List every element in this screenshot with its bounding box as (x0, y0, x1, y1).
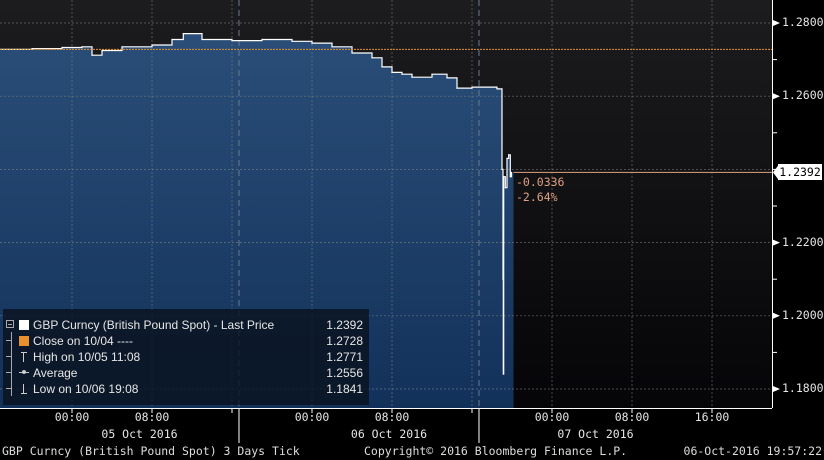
x-axis-area (0, 408, 824, 443)
legend-label: Low on 10/06 19:08 (33, 382, 139, 396)
price-point (456, 87, 458, 89)
price-change: -0.0336 (516, 175, 565, 189)
price-point (311, 42, 313, 44)
legend-value: 1.2771 (326, 350, 363, 364)
footer-timestamp: 06-Oct-2016 19:57:22 (683, 444, 822, 458)
price-point (502, 373, 504, 375)
y-tick-label: 1.2200 (782, 234, 824, 249)
x-tick-label: 08:00 (614, 410, 650, 424)
price-point (508, 154, 510, 156)
price-point (501, 168, 503, 170)
price-change-percent: -2.64% (516, 190, 558, 204)
x-tick-label: 16:00 (694, 410, 730, 424)
price-point (331, 46, 333, 48)
tree-branch-icon (6, 340, 12, 341)
x-tick-label: 08:00 (134, 410, 170, 424)
price-point (496, 88, 498, 90)
legend-value: 1.2556 (326, 366, 363, 380)
y-tick-arrow (773, 20, 780, 26)
price-point (61, 46, 63, 49)
tree-branch-icon (6, 372, 12, 373)
collapse-icon[interactable] (6, 320, 14, 328)
legend-value: 1.1841 (326, 382, 363, 396)
price-point (171, 38, 173, 41)
legend-label: GBP Curncy (British Pound Spot) - Last P… (33, 318, 275, 332)
price-point (81, 46, 83, 48)
price-point (471, 86, 473, 88)
price-point (371, 57, 373, 59)
footer: GBP Curncy (British Pound Spot) 3 Days T… (0, 443, 824, 460)
legend-item-last-price[interactable]: GBP Curncy (British Pound Spot) - Last P… (6, 317, 363, 333)
legend-value: 1.2728 (326, 334, 363, 348)
price-point (231, 39, 233, 42)
price-point (351, 52, 353, 54)
legend-item-close[interactable]: Close on 10/04 ---- 1.2728 (6, 333, 363, 349)
x-tick-label: 00:00 (534, 410, 570, 424)
price-point (510, 171, 513, 173)
price-point (261, 38, 263, 41)
price-point (401, 73, 403, 75)
x-tick-label: 08:00 (374, 410, 410, 424)
price-point (411, 76, 413, 78)
white-square-icon (19, 320, 29, 330)
price-point (291, 40, 293, 42)
price-point (431, 73, 433, 75)
price-point (446, 77, 448, 79)
legend-item-average[interactable]: Average 1.2556 (6, 365, 363, 381)
tree-branch-icon (6, 356, 12, 357)
y-axis-area (772, 0, 824, 443)
y-tick-arrow (773, 386, 780, 392)
x-day-label: 05 Oct 2016 (101, 427, 178, 441)
y-tick-arrow (773, 93, 780, 100)
price-point (182, 33, 184, 35)
legend-label: Close on 10/04 ---- (33, 334, 134, 348)
x-tick-label: 00:00 (54, 410, 90, 424)
legend-label: Average (33, 366, 78, 380)
low-marker-icon (19, 383, 29, 395)
y-tick-label: 1.2000 (782, 307, 824, 322)
price-point (91, 54, 93, 56)
legend: GBP Curncy (British Pound Spot) - Last P… (3, 309, 369, 405)
price-point (391, 71, 393, 74)
average-marker-icon (19, 367, 29, 379)
legend-item-low[interactable]: Low on 10/06 19:08 1.1841 (6, 381, 363, 397)
tree-end-icon (6, 388, 12, 389)
high-marker-icon (19, 351, 29, 363)
x-day-label: 07 Oct 2016 (557, 427, 634, 441)
y-tick-label: 1.1800 (782, 381, 824, 395)
legend-tree-line (11, 332, 12, 396)
legend-item-high[interactable]: High on 10/05 11:08 1.2771 (6, 349, 363, 365)
last-price-arrow (773, 164, 779, 181)
price-point (121, 46, 123, 48)
price-point (201, 38, 203, 41)
y-tick-label: 1.2800 (782, 15, 824, 29)
price-point (101, 49, 103, 52)
price-point (509, 176, 511, 178)
price-point (506, 157, 508, 160)
x-day-label: 06 Oct 2016 (350, 427, 428, 441)
legend-label: High on 10/05 11:08 (33, 350, 141, 364)
orange-square-icon (19, 336, 29, 346)
price-point (151, 44, 153, 46)
footer-security: GBP Curncy (British Pound Spot) 3 Days T… (2, 444, 300, 458)
price-point (504, 187, 506, 189)
x-tick-label: 00:00 (294, 410, 330, 424)
y-tick-arrow (773, 312, 780, 319)
y-tick-arrow (773, 239, 780, 246)
price-point (503, 176, 505, 178)
price-point (381, 66, 383, 68)
y-tick-label: 1.2600 (782, 88, 824, 103)
legend-value: 1.2392 (326, 318, 363, 332)
last-price-label: 1.2392 (778, 164, 822, 180)
price-point (502, 278, 504, 280)
footer-copyright: Copyright© 2016 Bloomberg Finance L.P. (364, 444, 628, 458)
